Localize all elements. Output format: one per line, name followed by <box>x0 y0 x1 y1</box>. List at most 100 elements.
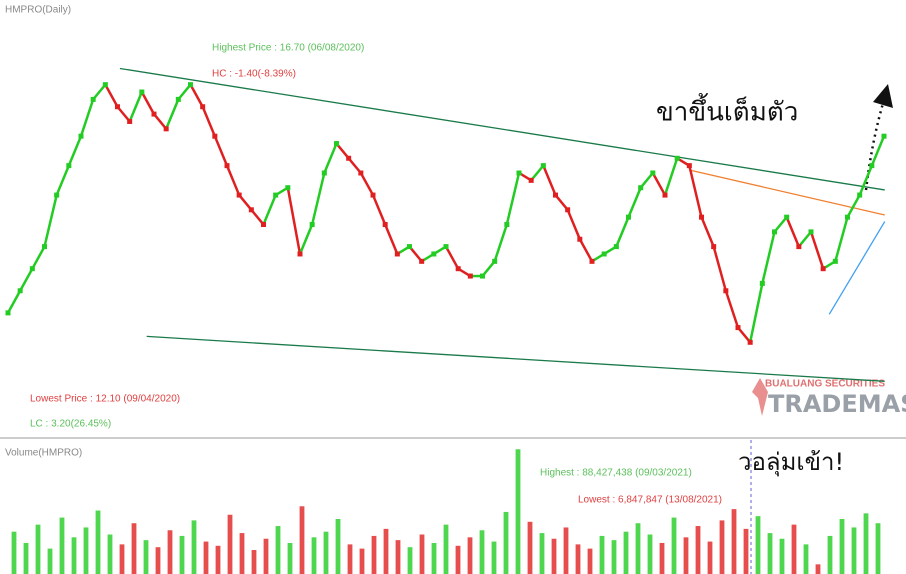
price-point <box>285 185 291 191</box>
price-segment <box>870 135 886 167</box>
price-point <box>492 258 498 264</box>
price-segment <box>165 98 180 130</box>
volume-bar <box>539 533 545 574</box>
volume-highest: Highest : 88,427,438 (09/03/2021) <box>540 468 692 479</box>
price-segment <box>858 165 873 196</box>
volume-bar <box>731 509 737 574</box>
volume-bar <box>767 533 773 574</box>
volume-bar <box>827 535 833 574</box>
volume-bar <box>623 531 629 574</box>
price-segment <box>384 224 399 255</box>
price-segment <box>785 216 800 248</box>
price-segment <box>298 224 314 255</box>
price-point <box>236 192 242 198</box>
trendline <box>828 221 886 315</box>
price-point <box>662 192 668 198</box>
brand-sub: BUALUANG SECURITIES <box>765 379 885 390</box>
price-point <box>297 251 303 257</box>
price-point <box>273 192 279 198</box>
price-point <box>723 288 729 294</box>
price-segment <box>688 165 703 218</box>
hc-label: HC : -1.40(-8.39%) <box>212 69 296 80</box>
volume-bar <box>335 518 341 574</box>
price-segment <box>809 231 825 270</box>
volume-bar <box>227 514 233 574</box>
price-segment <box>700 216 715 248</box>
arrow-shaft <box>864 99 886 191</box>
price-segment <box>79 98 95 137</box>
price-segment <box>201 106 216 137</box>
price-point <box>224 163 230 169</box>
price-point <box>711 244 717 250</box>
volume-bar <box>443 524 449 574</box>
price-point <box>78 133 84 139</box>
volume-bar <box>203 541 209 574</box>
volume-bar <box>323 531 329 574</box>
price-point <box>480 273 485 279</box>
price-segment <box>712 246 728 292</box>
price-point <box>102 82 108 88</box>
price-title: HMPRO(Daily) <box>5 5 71 16</box>
volume-bar <box>287 542 293 574</box>
price-point <box>528 177 534 183</box>
volume-bar <box>815 564 821 574</box>
price-point <box>540 163 546 169</box>
volume-bar <box>695 526 701 574</box>
volume-bar <box>779 538 785 574</box>
volume-bar <box>575 544 581 574</box>
trendline <box>146 335 885 382</box>
price-segment <box>262 194 277 225</box>
volume-bar <box>359 548 365 574</box>
volume-bar <box>719 520 725 574</box>
volume-bar <box>431 542 437 574</box>
price-point <box>346 155 352 161</box>
price-point <box>443 244 449 250</box>
volume-bar <box>527 521 533 574</box>
price-point <box>638 185 644 191</box>
volume-bar <box>83 527 89 574</box>
price-segment <box>578 238 594 262</box>
volume-bar <box>647 534 653 574</box>
brand-logo <box>752 378 768 416</box>
price-point <box>504 222 510 228</box>
volume-bar <box>107 534 113 574</box>
price-point <box>212 133 218 139</box>
price-point <box>784 214 790 220</box>
volume-bar <box>803 544 809 574</box>
price-point <box>796 244 802 250</box>
price-point <box>407 244 412 250</box>
volume-bar <box>119 544 125 574</box>
price-point <box>467 273 473 279</box>
price-segment <box>67 135 83 167</box>
price-segment <box>286 187 302 255</box>
volume-bar <box>755 516 761 574</box>
arrow-head <box>873 84 893 108</box>
price-segment <box>615 216 630 248</box>
volume-bar <box>671 517 677 574</box>
price-point <box>759 280 765 286</box>
volume-bar <box>791 524 797 574</box>
price-point <box>334 141 339 147</box>
price-segment <box>31 246 46 270</box>
price-segment <box>128 91 143 122</box>
volume-bar <box>419 534 425 574</box>
price-segment <box>663 157 679 196</box>
price-point <box>686 163 692 169</box>
price-point <box>869 163 875 169</box>
volume-bar <box>71 537 77 574</box>
price-segment <box>6 290 22 314</box>
price-point <box>419 258 425 264</box>
price-point <box>382 222 388 228</box>
price-point <box>674 155 680 161</box>
volume-bar <box>611 540 617 574</box>
volume-bar <box>407 547 413 574</box>
volume-bar <box>95 510 101 574</box>
price-segment <box>140 91 156 115</box>
price-point <box>17 288 23 294</box>
volume-bar <box>47 548 53 574</box>
volume-bar <box>515 449 521 574</box>
price-point <box>261 222 266 228</box>
price-point <box>808 229 814 235</box>
